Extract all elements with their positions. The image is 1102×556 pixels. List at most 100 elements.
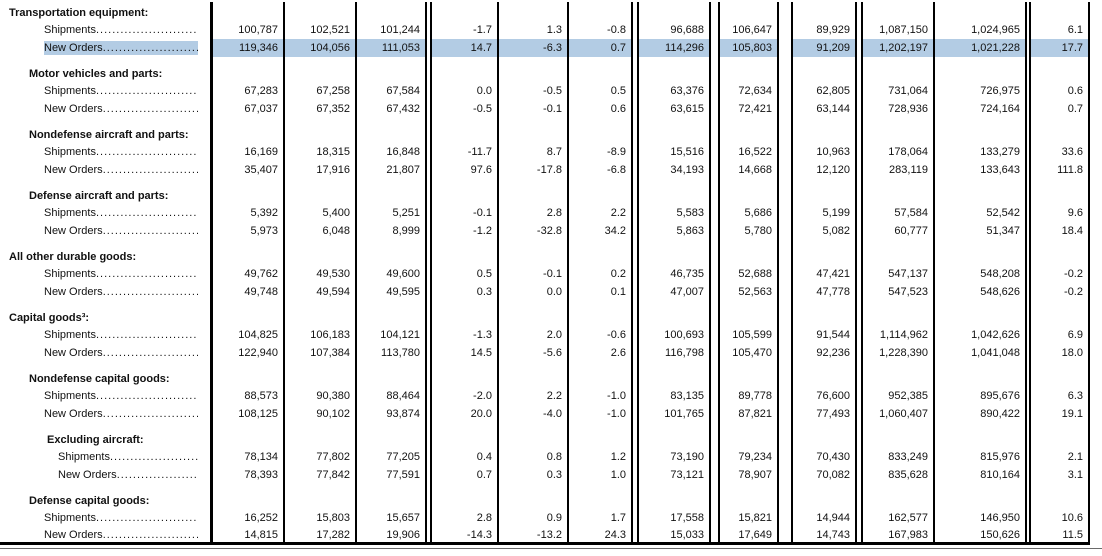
value-cell: 67,283: [210, 82, 283, 100]
value-cell: 0.7: [567, 39, 631, 57]
column-group-gap: [425, 204, 432, 222]
empty-cell: [639, 2, 709, 21]
column-group-gap: [855, 39, 863, 57]
column-group-gap: [855, 527, 863, 545]
value-cell: 6,048: [283, 222, 355, 240]
value-cell: 547,523: [888, 286, 928, 298]
column-group-gap: [631, 344, 639, 362]
column-group-gap: [777, 179, 793, 204]
column-group-gap: [1025, 405, 1031, 423]
column-group-gap: [425, 301, 432, 326]
value-cell: 0.5: [567, 82, 631, 100]
dot-leader: [96, 146, 198, 158]
value-cell: 72,634: [738, 85, 772, 97]
value-cell: 133,643: [933, 161, 1025, 179]
empty-cell: [793, 118, 855, 143]
column-group-gap: [1025, 423, 1031, 448]
row-label-text: Shipments: [44, 390, 96, 402]
value-cell: 52,688: [738, 268, 772, 280]
column-group-gap: [855, 222, 863, 240]
column-group-gap: [855, 387, 863, 405]
empty-cell: [639, 118, 709, 143]
column-group-gap: [855, 362, 863, 387]
column-group-gap: [855, 21, 863, 39]
value-cell: 5,392: [210, 204, 283, 222]
row-label-text: New Orders: [44, 347, 103, 359]
value-cell: -0.2: [1031, 265, 1090, 283]
empty-cell: [432, 2, 497, 21]
column-group-gap: [1025, 2, 1031, 21]
row-label: New Orders: [44, 224, 198, 238]
empty-cell: [567, 301, 631, 326]
column-group-gap: [777, 2, 793, 21]
value-cell: 60,777: [894, 225, 928, 237]
value-cell: 79,234: [738, 451, 772, 463]
value-cell: 49,530: [283, 265, 355, 283]
column-group-gap: [1025, 466, 1031, 484]
column-group-gap: [631, 466, 639, 484]
empty-cell: [432, 57, 497, 82]
column-group-gap: [631, 57, 639, 82]
row-label-text: New Orders: [44, 164, 103, 176]
value-cell: 18,315: [283, 143, 355, 161]
empty-cell: [1031, 423, 1090, 448]
column-group-gap: [777, 326, 793, 344]
column-group-gap: [777, 57, 793, 82]
column-group-gap: [1025, 100, 1031, 118]
empty-cell: [720, 423, 777, 448]
column-group-gap: [855, 2, 863, 21]
value-cell: 1.0: [567, 466, 631, 484]
value-cell: 283,119: [889, 164, 928, 176]
column-group-gap: [425, 57, 432, 82]
row-label: New Orders: [58, 468, 198, 482]
value-cell: 16,848: [355, 143, 425, 161]
column-group-gap: [1025, 527, 1031, 545]
value-cell: 5,251: [355, 204, 425, 222]
column-group-gap: [709, 344, 720, 362]
value-cell: 0.5: [476, 268, 492, 280]
value-cell: 113,780: [355, 344, 425, 362]
value-cell: 0.6: [1031, 82, 1090, 100]
dot-leader: [117, 469, 198, 481]
column-group-gap: [777, 100, 793, 118]
column-group-gap: [1025, 82, 1031, 100]
column-group-gap: [425, 118, 432, 143]
column-group-gap: [425, 2, 432, 21]
value-cell: 14.7: [432, 39, 497, 57]
empty-cell: [567, 2, 631, 21]
column-group-gap: [709, 527, 720, 545]
empty-cell: [793, 2, 855, 21]
value-cell: 105,470: [732, 347, 772, 359]
value-cell: 67,432: [355, 100, 425, 118]
empty-cell: [720, 57, 777, 82]
section-header-row: Capital goods³:: [0, 301, 1090, 326]
empty-cell: [639, 301, 709, 326]
empty-cell: [497, 57, 567, 82]
value-cell: 67,037: [210, 100, 283, 118]
value-cell: 91,209: [793, 39, 855, 57]
empty-cell: [863, 301, 933, 326]
column-group-gap: [425, 527, 432, 545]
row-label: New Orders: [44, 407, 198, 421]
column-group-gap: [1025, 240, 1031, 265]
value-cell: 0.0: [476, 85, 492, 97]
empty-cell: [1031, 57, 1090, 82]
value-cell: 17.7: [1031, 39, 1090, 57]
value-cell: 104,825: [210, 326, 283, 344]
empty-cell: [497, 2, 567, 21]
dot-leader: [103, 529, 198, 541]
empty-cell: [793, 179, 855, 204]
section-title: Motor vehicles and parts:: [29, 68, 163, 80]
column-group-gap: [777, 265, 793, 283]
empty-cell: [720, 118, 777, 143]
empty-cell: [933, 484, 1025, 509]
value-cell: 76,600: [816, 390, 850, 402]
empty-cell: [355, 57, 425, 82]
value-cell: 46,735: [670, 268, 704, 280]
value-cell: 70,430: [816, 451, 850, 463]
